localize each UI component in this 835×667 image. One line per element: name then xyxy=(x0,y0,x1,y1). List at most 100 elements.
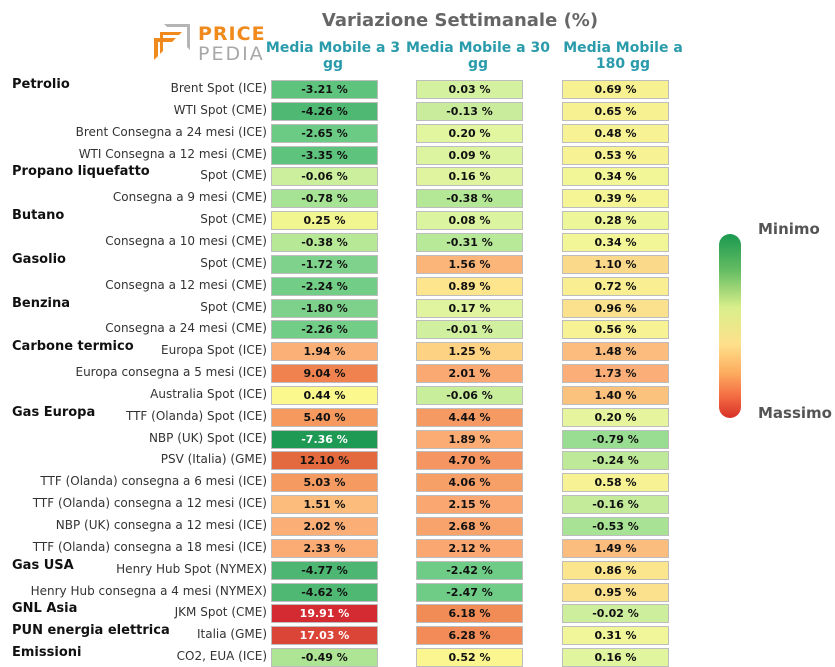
row-label: Consegna a 12 mesi (CME) xyxy=(105,277,267,292)
heatmap-cell: 0.65 % xyxy=(562,101,669,121)
heatmap-cell: 0.25 % xyxy=(271,211,378,231)
heatmap-cell: 1.73 % xyxy=(562,364,669,384)
group-label: Petrolio xyxy=(12,77,70,92)
heatmap-cell: 2.01 % xyxy=(416,364,523,384)
heatmap-cell: 0.48 % xyxy=(562,123,669,143)
heatmap-cell: -0.02 % xyxy=(562,604,669,624)
heatmap-cell: 1.89 % xyxy=(416,429,523,449)
logo-square-orange-inner xyxy=(160,32,182,54)
heatmap-cell: 0.31 % xyxy=(562,626,669,646)
group-label: Propano liquefatto xyxy=(12,164,150,180)
row-label: Consegna a 9 mesi (CME) xyxy=(112,190,267,205)
heatmap-cell: -0.31 % xyxy=(416,232,523,252)
group-label: Emissioni xyxy=(12,645,82,661)
row-label: Spot (CME) xyxy=(200,299,267,314)
row-label: Australia Spot (ICE) xyxy=(150,386,267,401)
legend-min-label: Minimo xyxy=(758,220,820,238)
heatmap-cell: 0.58 % xyxy=(562,473,669,493)
heatmap-cell: 1.49 % xyxy=(562,538,669,558)
group-label: GNL Asia xyxy=(12,601,78,617)
heatmap-cell: 1.51 % xyxy=(271,495,378,515)
heatmap-cell: 0.53 % xyxy=(562,145,669,165)
row-label: NBP (UK) Spot (ICE) xyxy=(148,430,267,445)
heatmap-cell: 2.02 % xyxy=(271,517,378,536)
heatmap-cell: 0.08 % xyxy=(416,211,523,231)
heatmap-cell: 0.95 % xyxy=(562,582,669,602)
heatmap-cell: 5.03 % xyxy=(271,473,378,493)
heatmap-cell: 5.40 % xyxy=(271,407,378,427)
group-label: Butano xyxy=(12,208,65,224)
heatmap-cell: 0.03 % xyxy=(416,80,523,99)
heatmap-cell: -0.06 % xyxy=(416,385,523,405)
heatmap-cell: 0.56 % xyxy=(562,320,669,340)
column-header-30gg: Media Mobile a 30 gg xyxy=(406,40,550,72)
heatmap-cell: 2.12 % xyxy=(416,538,523,558)
heatmap-cell: -7.36 % xyxy=(271,429,378,449)
heatmap-cell: 0.72 % xyxy=(562,276,669,296)
heatmap-cell: 0.96 % xyxy=(562,298,669,318)
row-label: PSV (Italia) (GME) xyxy=(160,452,267,467)
heatmap-cell: 0.34 % xyxy=(562,167,669,187)
heatmap-cell: 0.52 % xyxy=(416,648,523,667)
heatmap-cell: -0.16 % xyxy=(562,495,669,515)
heatmap-cell: -0.78 % xyxy=(271,189,378,209)
row-label: TTF (Olanda) consegna a 18 mesi (ICE) xyxy=(32,539,267,554)
heatmap-cell: -2.42 % xyxy=(416,560,523,580)
row-label: Spot (CME) xyxy=(200,212,267,227)
heatmap-cell: -0.38 % xyxy=(271,232,378,252)
heatmap-cell: -2.47 % xyxy=(416,582,523,602)
heatmap-cell: -4.26 % xyxy=(271,101,378,121)
row-label: WTI Spot (CME) xyxy=(173,102,267,117)
heatmap-cell: 2.15 % xyxy=(416,495,523,515)
heatmap-cell: 0.20 % xyxy=(416,123,523,143)
heatmap-cell: 0.16 % xyxy=(562,648,669,667)
heatmap-cell: -0.38 % xyxy=(416,189,523,209)
heatmap-cell: 0.44 % xyxy=(271,385,378,405)
heatmap-cell: 4.44 % xyxy=(416,407,523,427)
legend-max-label: Massimo xyxy=(758,404,832,422)
heatmap-cell: 1.40 % xyxy=(562,385,669,405)
logo-square-orange xyxy=(154,38,176,60)
pricepedia-logo: PRICE PEDIA xyxy=(151,21,271,73)
heatmap-cell: 1.48 % xyxy=(562,342,669,362)
group-label: Benzina xyxy=(12,295,71,311)
row-label: Brent Consegna a 24 mesi (ICE) xyxy=(75,124,267,139)
row-label: Spot (CME) xyxy=(200,168,267,183)
heatmap-cell: -2.24 % xyxy=(271,276,378,296)
group-label: Carbone termico xyxy=(12,339,134,355)
row-label: Europa Spot (ICE) xyxy=(161,343,267,358)
heatmap-cell: -0.01 % xyxy=(416,320,523,340)
heatmap-cell: 4.70 % xyxy=(416,451,523,471)
row-label: Consegna a 24 mesi (CME) xyxy=(105,321,267,336)
row-label: TTF (Olanda) Spot (ICE) xyxy=(125,408,267,423)
heatmap-cell: -4.62 % xyxy=(271,582,378,602)
heatmap-cell: 0.69 % xyxy=(562,80,669,99)
row-label: WTI Consegna a 12 mesi (CME) xyxy=(78,146,267,161)
heatmap-cell: 0.86 % xyxy=(562,560,669,580)
row-label: CO2, EUA (ICE) xyxy=(176,649,267,664)
heatmap-cell: 12.10 % xyxy=(271,451,378,471)
heatmap-cell: 1.94 % xyxy=(271,342,378,362)
heatmap-cell: 0.39 % xyxy=(562,189,669,209)
row-label: NBP (UK) consegna a 12 mesi (ICE) xyxy=(55,518,267,532)
heatmap-cell: -2.26 % xyxy=(271,320,378,340)
heatmap-cell: -3.35 % xyxy=(271,145,378,165)
row-label: Brent Spot (ICE) xyxy=(170,81,267,95)
column-header-3gg: Media Mobile a 3 gg xyxy=(265,40,401,72)
chart-title: Variazione Settimanale (%) xyxy=(321,10,599,31)
heatmap-cell: 1.56 % xyxy=(416,254,523,274)
heatmap-cell: 2.68 % xyxy=(416,517,523,536)
heatmap-cell: 6.18 % xyxy=(416,604,523,624)
heatmap-cell: 4.06 % xyxy=(416,473,523,493)
heatmap-cell: -2.65 % xyxy=(271,123,378,143)
group-label: Gasolio xyxy=(12,251,66,267)
row-label: Europa consegna a 5 mesi (ICE) xyxy=(75,365,267,380)
heatmap-cell: 9.04 % xyxy=(271,364,378,384)
group-label: Gas USA xyxy=(12,557,74,573)
row-label: TTF (Olanda) consegna a 12 mesi (ICE) xyxy=(32,496,267,511)
heatmap-cell: 0.34 % xyxy=(562,232,669,252)
row-label: Consegna a 10 mesi (CME) xyxy=(105,233,267,248)
row-label: TTF (Olanda) consegna a 6 mesi (ICE) xyxy=(40,474,267,489)
heatmap-cell: 0.28 % xyxy=(562,211,669,231)
logo-word-price: PRICE xyxy=(198,23,266,45)
